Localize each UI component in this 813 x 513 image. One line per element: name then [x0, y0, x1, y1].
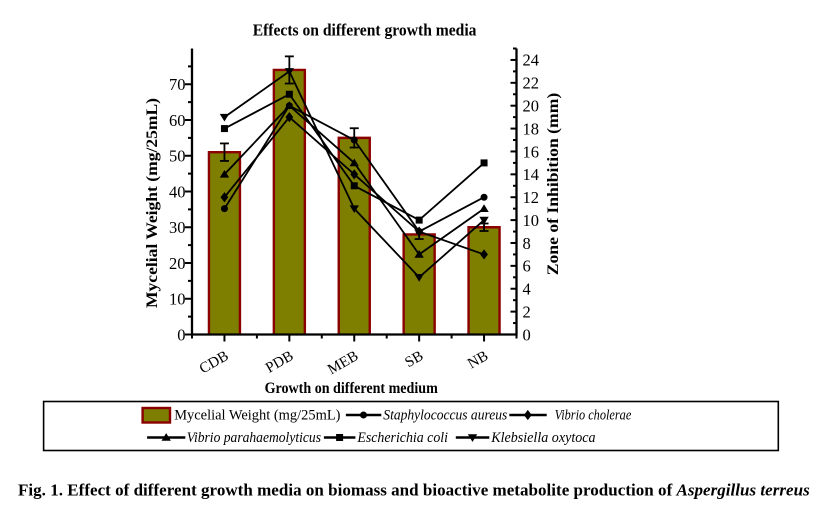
svg-text:Mycelial Weight (mg/25mL): Mycelial Weight (mg/25mL): [144, 98, 161, 308]
svg-text:Klebsiella oxytoca: Klebsiella oxytoca: [490, 430, 595, 446]
svg-text:Staphylococcus aureus: Staphylococcus aureus: [383, 407, 507, 423]
svg-text:Escherichia coli: Escherichia coli: [356, 430, 448, 446]
svg-text:60: 60: [169, 111, 186, 130]
svg-text:4: 4: [523, 280, 531, 299]
svg-text:40: 40: [169, 182, 186, 201]
svg-text:Fig. 1. Effect of different gr: Fig. 1. Effect of different growth media…: [18, 481, 810, 500]
svg-text:Vibrio cholerae: Vibrio cholerae: [555, 407, 632, 423]
svg-text:50: 50: [169, 147, 186, 166]
svg-text:6: 6: [523, 257, 531, 276]
svg-text:2: 2: [523, 302, 531, 321]
svg-text:Mycelial Weight (mg/25mL): Mycelial Weight (mg/25mL): [174, 407, 340, 423]
svg-text:0: 0: [177, 325, 185, 344]
svg-text:24: 24: [523, 51, 540, 70]
svg-text:Growth on different medium: Growth on different medium: [265, 380, 439, 397]
svg-text:30: 30: [169, 218, 186, 237]
svg-text:16: 16: [523, 142, 540, 161]
svg-text:20: 20: [169, 254, 186, 273]
svg-text:8: 8: [523, 234, 531, 253]
svg-text:10: 10: [169, 290, 186, 309]
svg-text:20: 20: [523, 97, 540, 116]
svg-text:22: 22: [523, 74, 540, 93]
svg-text:Vibrio parahaemolyticus: Vibrio parahaemolyticus: [187, 430, 321, 446]
svg-text:SB: SB: [402, 348, 426, 371]
svg-text:0: 0: [523, 325, 531, 344]
svg-text:18: 18: [523, 119, 540, 138]
svg-text:Effects on different growth me: Effects on different growth media: [253, 21, 477, 40]
svg-text:Zone of Inhibition (mm): Zone of Inhibition (mm): [545, 93, 562, 276]
svg-text:14: 14: [523, 165, 540, 184]
svg-text:10: 10: [523, 211, 540, 230]
svg-text:12: 12: [523, 188, 540, 207]
svg-text:70: 70: [169, 75, 186, 94]
